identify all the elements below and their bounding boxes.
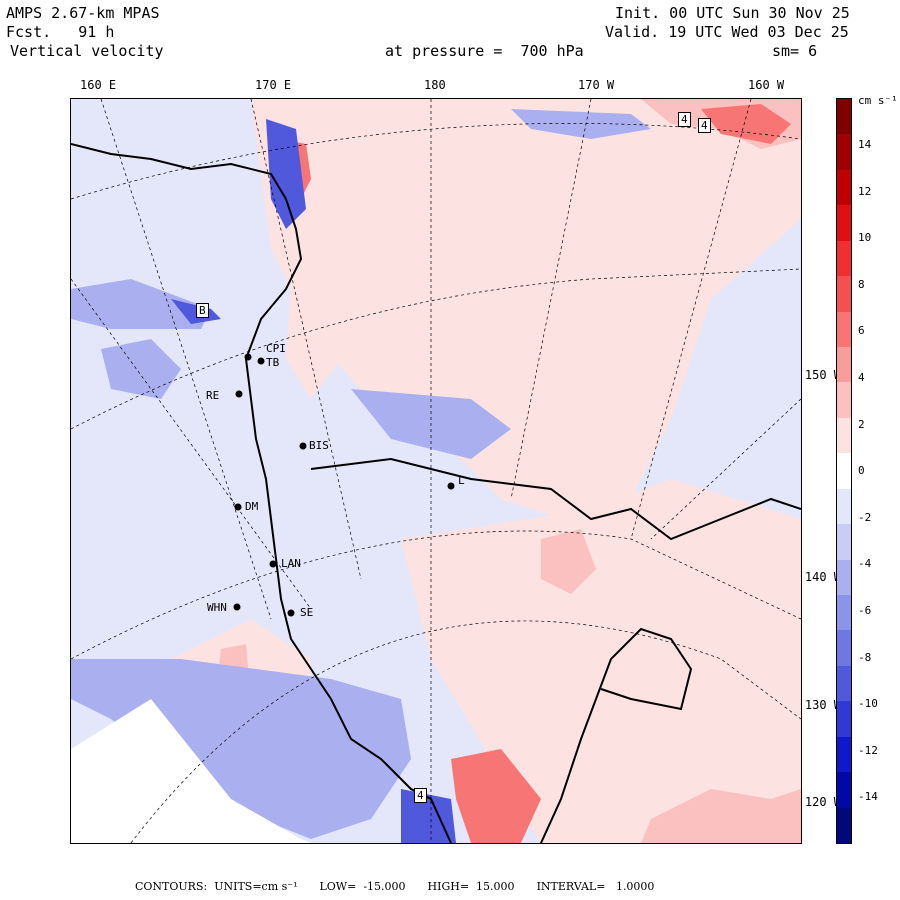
station-label-dm: DM xyxy=(245,500,259,513)
colorbar-tick-label: 12 xyxy=(858,184,872,198)
colorbar-tick-label: 14 xyxy=(858,138,872,151)
colorbar-tick-label: 8 xyxy=(858,277,865,291)
colorbar-segment xyxy=(837,382,851,419)
station-label-se: SE xyxy=(300,606,314,619)
station-dot-lan xyxy=(269,560,277,568)
colorbar-segment xyxy=(837,736,851,773)
model-title: AMPS 2.67-km MPAS xyxy=(6,4,160,22)
box-label-4a: 4 xyxy=(678,112,691,127)
lon-label-170w: 170 W xyxy=(578,78,615,92)
lat-label-130w: 130 W xyxy=(803,698,842,712)
station-dot-l xyxy=(447,482,455,490)
station-label-whn: WHN xyxy=(207,601,227,614)
colorbar-tick-label: -10 xyxy=(858,697,878,711)
colorbar-tick-label: 6 xyxy=(858,324,865,338)
colorbar-tick-label: -2 xyxy=(858,510,872,524)
station-dot-dm xyxy=(234,503,242,511)
footer-contours: CONTOURS: UNITS=cm s⁻¹ xyxy=(135,880,298,893)
colorbar-segment xyxy=(837,772,851,809)
station-label-bis: BIS xyxy=(309,439,329,452)
colorbar-segment xyxy=(837,453,851,490)
smoothing-value: sm= 6 xyxy=(772,42,818,60)
footer-interval: INTERVAL= 1.0000 xyxy=(536,880,655,893)
colorbar-tick-label: -6 xyxy=(858,604,872,617)
lon-label-170e: 170 E xyxy=(255,78,292,92)
colorbar-tick-label: 4 xyxy=(858,371,865,384)
colorbar-segment xyxy=(837,807,851,844)
colorbar-tick-label: -4 xyxy=(858,557,872,571)
map-panel xyxy=(70,98,802,844)
coastline xyxy=(70,143,802,844)
colorbar xyxy=(836,98,852,844)
masked-area xyxy=(71,699,311,843)
station-dot-re xyxy=(235,390,243,398)
station-dot-whn xyxy=(233,603,241,611)
colorbar-tick-label: -12 xyxy=(858,743,878,757)
lon-label-160w: 160 W xyxy=(748,78,785,92)
colorbar-segment xyxy=(837,665,851,702)
colorbar-segment xyxy=(837,559,851,596)
colorbar-segment xyxy=(837,417,851,454)
footer-low: LOW= -15.000 xyxy=(319,880,406,893)
box-label-4c: 4 xyxy=(414,788,427,803)
station-dot-tb xyxy=(257,357,265,365)
station-dot-se xyxy=(287,609,295,617)
valid-time: Valid. 19 UTC Wed 03 Dec 25 xyxy=(605,23,849,41)
colorbar-segment xyxy=(837,276,851,313)
colorbar-segment xyxy=(837,524,851,561)
station-markers xyxy=(233,353,455,617)
colorbar-segment xyxy=(837,205,851,242)
colorbar-segment xyxy=(837,347,851,383)
contour-footer: CONTOURS: UNITS=cm s⁻¹ LOW= -15.000 HIGH= … xyxy=(135,880,676,893)
colorbar-segment xyxy=(837,169,851,206)
station-dot-cpi xyxy=(244,353,252,361)
colorbar-tick-label: -14 xyxy=(858,790,878,804)
forecast-hour: Fcst. 91 h xyxy=(6,23,115,41)
station-label-l: L xyxy=(458,474,465,487)
colorbar-segment xyxy=(837,595,851,631)
station-label-tb: TB xyxy=(266,356,280,369)
station-dot-bis xyxy=(299,442,307,450)
lon-label-160e: 160 E xyxy=(80,78,117,92)
colorbar-segment xyxy=(837,311,851,348)
colorbar-tick-label: -8 xyxy=(858,650,872,664)
map-canvas xyxy=(70,98,802,844)
station-label-lan: LAN xyxy=(281,557,301,570)
pressure-level: at pressure = 700 hPa xyxy=(385,42,584,60)
colorbar-tick-label: 10 xyxy=(858,231,872,245)
init-time: Init. 00 UTC Sun 30 Nov 25 xyxy=(615,4,850,22)
colorbar-tick-label: 2 xyxy=(858,417,865,431)
colorbar-units: cm s⁻¹ xyxy=(858,94,898,107)
station-label-cpi: CPI xyxy=(266,342,286,355)
colorbar-segment xyxy=(837,701,851,738)
variable-name: Vertical velocity xyxy=(10,42,164,60)
colorbar-segment xyxy=(837,630,851,667)
box-label-b: B xyxy=(196,303,209,318)
colorbar-segment xyxy=(837,99,851,135)
colorbar-tick-label: 0 xyxy=(858,464,865,478)
station-label-re: RE xyxy=(206,389,220,402)
lon-label-180: 180 xyxy=(424,78,446,92)
colorbar-segment xyxy=(837,488,851,525)
colorbar-segment xyxy=(837,134,851,171)
box-label-4b: 4 xyxy=(698,118,711,133)
colorbar-segment xyxy=(837,240,851,277)
footer-high: HIGH= 15.000 xyxy=(427,880,515,893)
graticule xyxy=(70,98,802,844)
